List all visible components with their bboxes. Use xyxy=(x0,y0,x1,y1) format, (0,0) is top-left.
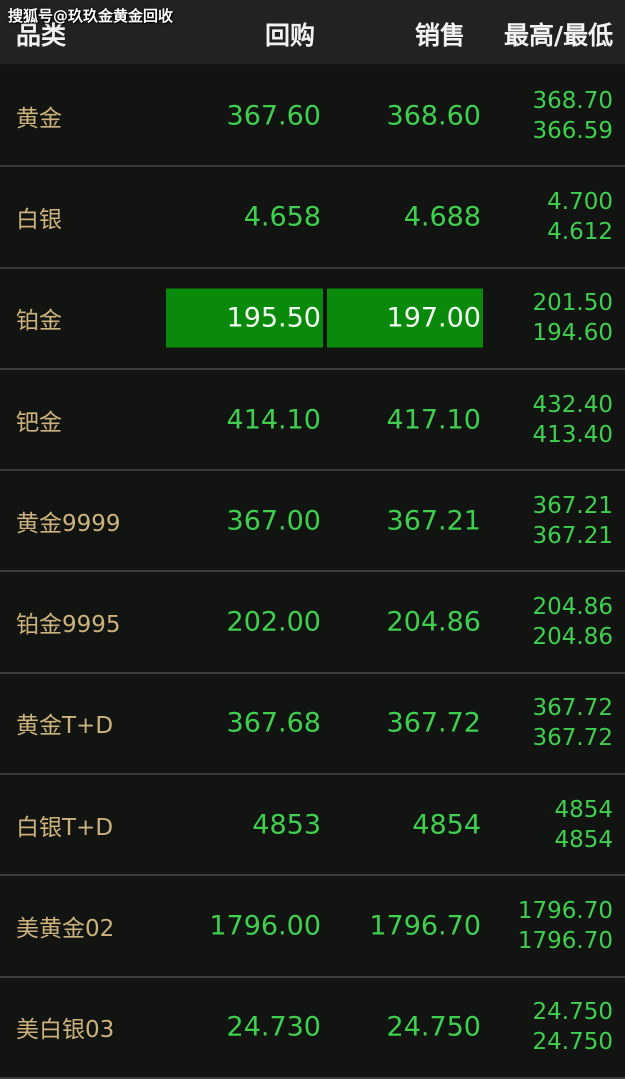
price-list: 黄金 367.60 368.60 368.70 366.59 白银 4.658 … xyxy=(0,66,625,1079)
high-low: 204.86 204.86 xyxy=(533,592,613,652)
product-name: 铂金 xyxy=(16,308,62,335)
low-price: 1796.70 xyxy=(517,928,613,955)
table-row[interactable]: 美白银03 24.730 24.750 24.750 24.750 xyxy=(0,977,625,1079)
buy-price: 4853 xyxy=(252,809,321,841)
product-name: 黄金T+D xyxy=(16,713,114,740)
low-price: 24.750 xyxy=(532,1029,613,1056)
sell-price: 4.688 xyxy=(403,201,481,233)
high-price: 368.70 xyxy=(532,87,613,114)
buy-price: 1796.00 xyxy=(209,910,321,942)
low-price: 413.40 xyxy=(532,421,613,448)
high-low: 24.750 24.750 xyxy=(533,997,613,1057)
low-price: 367.21 xyxy=(532,522,613,549)
product-name: 钯金 xyxy=(16,409,62,436)
high-low: 432.40 413.40 xyxy=(533,390,613,450)
buy-price: 367.00 xyxy=(226,505,321,537)
buy-price: 367.68 xyxy=(226,707,321,739)
high-low: 367.21 367.21 xyxy=(533,491,613,551)
watermark: 搜狐号@玖玖金黄金回收 xyxy=(8,7,174,25)
buy-price: 367.60 xyxy=(226,100,321,132)
buy-price: 4.658 xyxy=(243,201,321,233)
buy-price: 195.50 xyxy=(166,288,323,348)
product-name: 铂金9995 xyxy=(16,612,121,639)
high-low: 201.50 194.60 xyxy=(533,288,613,348)
buy-price: 24.730 xyxy=(226,1011,321,1043)
high-low: 367.72 367.72 xyxy=(533,693,613,753)
header-category: 品类 xyxy=(16,21,67,50)
sell-price: 24.750 xyxy=(386,1011,481,1043)
sell-price: 197.00 xyxy=(327,288,483,348)
high-price: 24.750 xyxy=(532,999,613,1026)
product-name: 黄金 xyxy=(16,105,62,132)
low-price: 194.60 xyxy=(532,320,613,347)
product-name: 白银 xyxy=(16,206,62,233)
high-low: 4.700 4.612 xyxy=(547,187,613,247)
high-price: 1796.70 xyxy=(517,898,613,925)
product-name: 美白银03 xyxy=(16,1017,115,1044)
table-row[interactable]: 钯金 414.10 417.10 432.40 413.40 xyxy=(0,369,625,472)
table-row[interactable]: 黄金9999 367.00 367.21 367.21 367.21 xyxy=(0,471,625,573)
low-price: 4854 xyxy=(554,826,613,853)
sell-price: 4854 xyxy=(412,809,481,841)
header-buy: 回购 xyxy=(265,21,316,50)
high-price: 204.86 xyxy=(532,594,613,621)
high-price: 201.50 xyxy=(532,290,613,317)
sell-price: 417.10 xyxy=(386,404,481,436)
product-name: 美黄金02 xyxy=(16,916,115,943)
product-name: 黄金9999 xyxy=(16,510,121,537)
low-price: 367.72 xyxy=(532,725,613,752)
high-price: 4.700 xyxy=(547,188,613,215)
low-price: 4.612 xyxy=(547,218,613,245)
table-row[interactable]: 黄金 367.60 368.60 368.70 366.59 xyxy=(0,66,625,168)
high-price: 367.21 xyxy=(532,492,613,519)
high-price: 367.72 xyxy=(532,695,613,722)
buy-price: 414.10 xyxy=(226,404,321,436)
sell-price: 204.86 xyxy=(386,606,481,638)
table-row[interactable]: 黄金T+D 367.68 367.72 367.72 367.72 xyxy=(0,673,625,776)
buy-price: 202.00 xyxy=(226,606,321,638)
table-row[interactable]: 白银 4.658 4.688 4.700 4.612 xyxy=(0,167,625,269)
sell-price: 367.72 xyxy=(386,707,481,739)
low-price: 204.86 xyxy=(532,624,613,651)
high-low: 4854 4854 xyxy=(554,795,613,855)
header-high-low: 最高/最低 xyxy=(504,21,614,50)
sell-price: 368.60 xyxy=(386,100,481,132)
table-row[interactable]: 铂金 195.50 197.00 201.50 194.60 xyxy=(0,268,625,370)
high-price: 4854 xyxy=(554,796,613,823)
high-low: 368.70 366.59 xyxy=(533,86,613,146)
header-sell: 销售 xyxy=(415,21,466,50)
product-name: 白银T+D xyxy=(16,814,114,841)
table-header: 品类 回购 销售 最高/最低 xyxy=(0,0,625,66)
table-row[interactable]: 白银T+D 4853 4854 4854 4854 xyxy=(0,775,625,877)
table-row[interactable]: 美黄金02 1796.00 1796.70 1796.70 1796.70 xyxy=(0,876,625,978)
table-row[interactable]: 铂金9995 202.00 204.86 204.86 204.86 xyxy=(0,572,625,674)
sell-price: 1796.70 xyxy=(369,910,481,942)
high-low: 1796.70 1796.70 xyxy=(518,896,613,956)
high-price: 432.40 xyxy=(532,391,613,418)
low-price: 366.59 xyxy=(532,117,613,144)
sell-price: 367.21 xyxy=(386,505,481,537)
